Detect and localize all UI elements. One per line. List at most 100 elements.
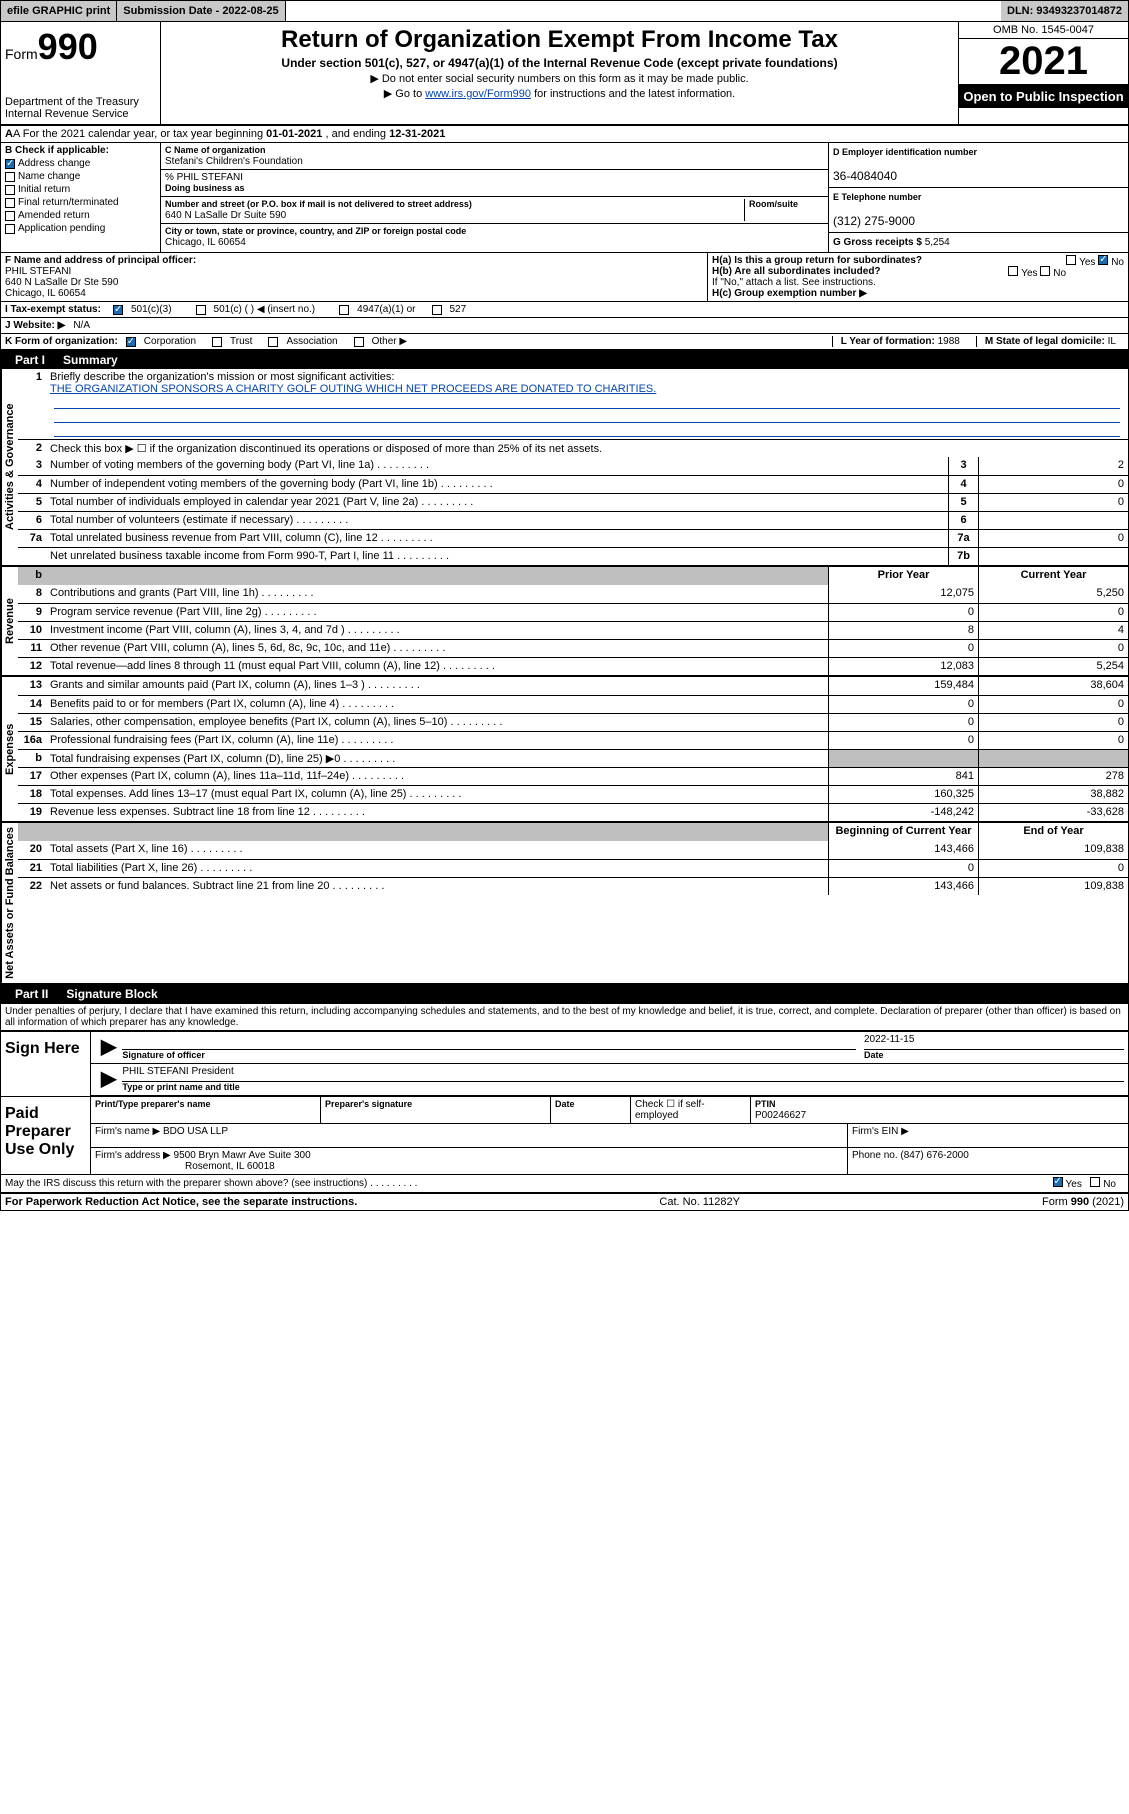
summary-line: 11Other revenue (Part VIII, column (A), …: [18, 639, 1128, 657]
checkbox[interactable]: [5, 224, 15, 234]
form-990-text: 990: [38, 26, 98, 67]
city-label: City or town, state or province, country…: [165, 226, 466, 236]
form-frame: Form990 Department of the Treasury Inter…: [0, 22, 1129, 1211]
summary-line: 5Total number of individuals employed in…: [18, 493, 1128, 511]
year-end: 12-31-2021: [389, 128, 445, 140]
street: 640 N LaSalle Dr Suite 590: [165, 210, 286, 221]
officer-name-value: PHIL STEFANI President: [122, 1066, 1124, 1082]
501c-label: 501(c) ( ) ◀ (insert no.): [214, 304, 316, 315]
discuss-yes-checkbox[interactable]: [1053, 1177, 1063, 1187]
net-hdr-num: [18, 823, 46, 841]
net-header-row: Beginning of Current Year End of Year: [18, 823, 1128, 841]
self-employed-check[interactable]: Check ☐ if self-employed: [635, 1099, 705, 1121]
corp-label: Corporation: [144, 336, 196, 347]
entity-middle: C Name of organization Stefani's Childre…: [161, 143, 828, 252]
ha-label: H(a) Is this a group return for subordin…: [712, 255, 922, 266]
row-j-website: J Website: ▶ N/A: [1, 318, 1128, 334]
check-b-item: Application pending: [5, 223, 156, 234]
corp-checkbox[interactable]: [126, 337, 136, 347]
footer-left: For Paperwork Reduction Act Notice, see …: [5, 1196, 357, 1208]
city-cell: City or town, state or province, country…: [161, 224, 828, 250]
officer-addr2: Chicago, IL 60654: [5, 288, 86, 299]
form-prefix: Form: [5, 46, 38, 62]
checkbox[interactable]: [5, 172, 15, 182]
checkbox[interactable]: [5, 185, 15, 195]
header-left: Form990 Department of the Treasury Inter…: [1, 22, 161, 124]
501c-checkbox[interactable]: [196, 305, 206, 315]
checkbox-label: Name change: [18, 171, 80, 182]
prep-col2: Preparer's signature: [325, 1099, 412, 1109]
check-b-item: Amended return: [5, 210, 156, 221]
header-right: OMB No. 1545-0047 2021 Open to Public In…: [958, 22, 1128, 124]
name-label: Type or print name and title: [122, 1082, 239, 1092]
ha-yes-checkbox[interactable]: [1066, 255, 1076, 265]
k-label: K Form of organization:: [5, 336, 118, 347]
ein: 36-4084040: [833, 169, 897, 183]
h-column: H(a) Is this a group return for subordin…: [708, 253, 1128, 301]
other-checkbox[interactable]: [354, 337, 364, 347]
year-formation: 1988: [938, 336, 960, 347]
discuss-text: May the IRS discuss this return with the…: [5, 1178, 417, 1189]
check-b-column: B Check if applicable: Address changeNam…: [1, 143, 161, 252]
prep-row1: Print/Type preparer's name Preparer's si…: [91, 1097, 1128, 1124]
summary-line: 4Number of independent voting members of…: [18, 475, 1128, 493]
checkbox[interactable]: [5, 211, 15, 221]
yes2: Yes: [1021, 268, 1037, 279]
governance-tab: Activities & Governance: [1, 369, 18, 565]
summary-line: 10Investment income (Part VIII, column (…: [18, 621, 1128, 639]
preparer-label: Paid Preparer Use Only: [1, 1097, 91, 1174]
form-number: Form990: [5, 26, 156, 68]
dept-treasury: Department of the Treasury: [5, 96, 156, 108]
hb-no-checkbox[interactable]: [1040, 266, 1050, 276]
ptin: P00246627: [755, 1110, 806, 1121]
form-title: Return of Organization Exempt From Incom…: [165, 26, 954, 54]
527-checkbox[interactable]: [432, 305, 442, 315]
footer-mid: Cat. No. 11282Y: [659, 1196, 740, 1208]
e-label: E Telephone number: [833, 192, 921, 202]
arrow-icon2: ▶: [95, 1066, 122, 1093]
netassets-tab: Net Assets or Fund Balances: [1, 823, 18, 983]
trust-checkbox[interactable]: [212, 337, 222, 347]
checkbox-label: Initial return: [18, 184, 70, 195]
m-label: M State of legal domicile:: [985, 336, 1108, 347]
hc-label: H(c) Group exemption number ▶: [712, 288, 867, 299]
checkbox[interactable]: [5, 159, 15, 169]
year-begin: 01-01-2021: [266, 128, 322, 140]
527-label: 527: [450, 304, 467, 315]
irs-form990-link[interactable]: www.irs.gov/Form990: [425, 88, 531, 100]
summary-line: 6Total number of volunteers (estimate if…: [18, 511, 1128, 529]
assoc-checkbox[interactable]: [268, 337, 278, 347]
501c3-checkbox[interactable]: [113, 305, 123, 315]
governance-section: Activities & Governance 1 Briefly descri…: [1, 369, 1128, 567]
row-f-h: F Name and address of principal officer:…: [1, 253, 1128, 302]
hb-yes-checkbox[interactable]: [1008, 266, 1018, 276]
efile-print-button[interactable]: efile GRAPHIC print: [1, 1, 117, 21]
line1-label: Briefly describe the organization's miss…: [50, 371, 394, 383]
part2-title: Signature Block: [66, 987, 157, 1001]
submission-date: Submission Date - 2022-08-25: [117, 1, 285, 21]
l-label: L Year of formation:: [841, 336, 938, 347]
spacer: [286, 1, 1001, 21]
discuss-no: No: [1103, 1179, 1116, 1190]
checkbox-label: Address change: [18, 158, 90, 169]
4947-checkbox[interactable]: [339, 305, 349, 315]
officer-signature-line[interactable]: [122, 1034, 856, 1050]
col-end-year: End of Year: [978, 823, 1128, 841]
summary-line: 13Grants and similar amounts paid (Part …: [18, 677, 1128, 695]
part2-header: Part II Signature Block: [1, 985, 1128, 1003]
summary-line: 16aProfessional fundraising fees (Part I…: [18, 731, 1128, 749]
col-prior-year: Prior Year: [828, 567, 978, 585]
sig-row2: ▶ PHIL STEFANI President Type or print n…: [91, 1064, 1128, 1096]
checkbox[interactable]: [5, 198, 15, 208]
gross-receipts: 5,254: [925, 237, 950, 248]
discuss-no-checkbox[interactable]: [1090, 1177, 1100, 1187]
check-b-item: Final return/terminated: [5, 197, 156, 208]
summary-line: 18Total expenses. Add lines 13–17 (must …: [18, 785, 1128, 803]
ha-no-checkbox[interactable]: [1098, 255, 1108, 265]
tax-year: 2021: [959, 39, 1128, 85]
firm-addr: 9500 Bryn Mawr Ave Suite 300: [174, 1150, 311, 1161]
entity-block: B Check if applicable: Address changeNam…: [1, 143, 1128, 253]
prep-phone-label: Phone no.: [852, 1150, 900, 1161]
rev-hdr-num: b: [18, 567, 46, 585]
rowa-pre: A For the 2021 calendar year, or tax yea…: [13, 128, 266, 140]
